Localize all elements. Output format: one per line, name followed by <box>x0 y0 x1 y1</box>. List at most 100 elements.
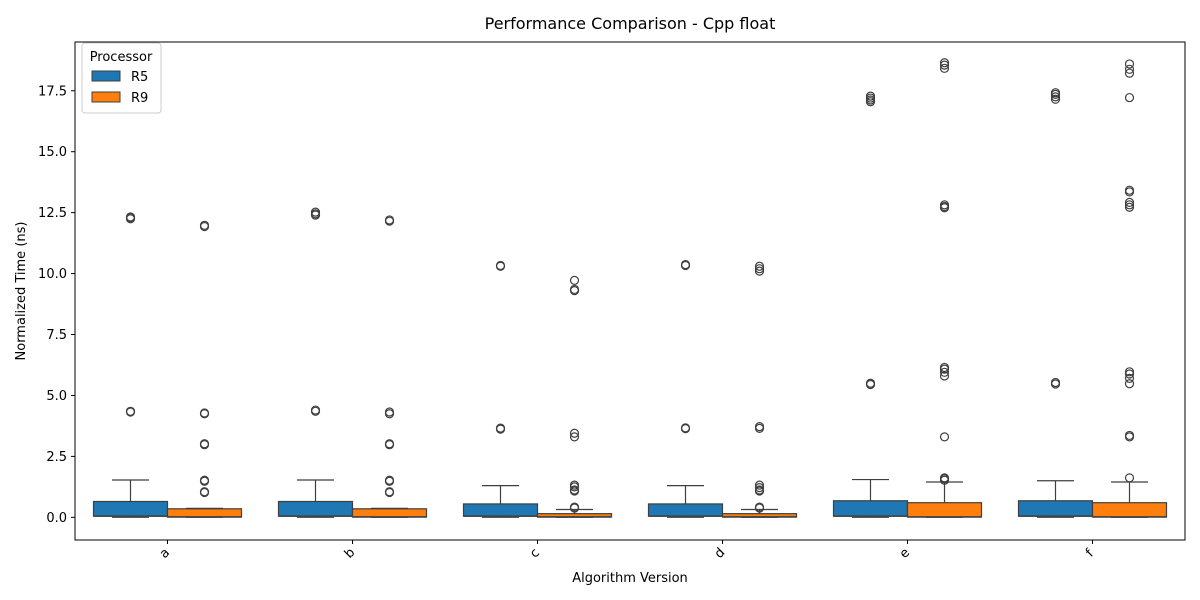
outlier-point <box>1050 94 1061 104</box>
box-r5-f <box>1017 88 1094 518</box>
outlier-point <box>199 220 210 230</box>
y-tick-label: 17.5 <box>38 84 67 99</box>
outlier-point <box>1124 379 1135 389</box>
outlier-point <box>939 432 950 442</box>
legend-swatch-r9 <box>91 91 121 103</box>
box-body <box>647 503 724 517</box>
outlier-point <box>199 487 210 497</box>
box-r9-b <box>351 215 428 518</box>
outlier-point <box>495 423 506 433</box>
box-r5-c <box>462 260 539 518</box>
outlier-point <box>1124 59 1135 69</box>
outlier-point <box>754 264 765 274</box>
outlier-point <box>1124 64 1135 74</box>
outlier-point <box>1124 202 1135 212</box>
box-r9-c <box>536 275 613 518</box>
outlier-point <box>754 482 765 493</box>
box-r9-e <box>906 58 983 518</box>
outlier-point <box>384 215 395 225</box>
outlier-point <box>310 207 321 217</box>
outlier-point <box>754 502 765 512</box>
outlier-point <box>680 423 691 433</box>
box-body <box>166 508 243 518</box>
outlier-point <box>569 428 580 438</box>
outlier-point <box>384 475 395 485</box>
outlier-point <box>1050 377 1061 388</box>
outlier-point <box>1124 430 1135 441</box>
outlier-point <box>1050 88 1061 98</box>
outlier-point <box>754 261 765 271</box>
box-body <box>832 500 909 517</box>
box-r9-f <box>1091 59 1168 518</box>
x-axis-label: Algorithm Version <box>572 571 688 586</box>
outlier-point <box>939 367 950 377</box>
outlier-point <box>754 422 765 432</box>
outlier-point <box>1124 197 1135 207</box>
box-body <box>1091 502 1168 518</box>
legend-label-r5: R5 <box>131 70 148 85</box>
y-tick-label: 0.0 <box>46 511 67 526</box>
y-tick-label: 15.0 <box>38 145 67 160</box>
plot-frame <box>74 41 1186 541</box>
outlier-point <box>199 439 210 449</box>
y-tick-label: 5.0 <box>46 389 67 404</box>
box-r5-d <box>647 259 724 518</box>
outlier-point <box>199 408 210 418</box>
outlier-point <box>680 259 691 270</box>
legend: Processor R5 R9 <box>81 42 162 114</box>
outlier-point <box>939 473 950 483</box>
outlier-point <box>939 63 950 73</box>
outlier-point <box>1124 92 1135 103</box>
outlier-point <box>125 406 136 416</box>
y-axis: 0.0 2.5 5.0 7.5 10.0 12.5 15.0 17.5 <box>38 84 75 526</box>
box-r5-e <box>832 91 909 518</box>
outlier-point <box>1124 200 1135 210</box>
legend-title: Processor <box>90 50 153 65</box>
outlier-point <box>384 487 395 497</box>
box-body <box>277 500 354 517</box>
y-tick-label: 12.5 <box>38 206 67 221</box>
legend-swatch-r5 <box>91 70 121 82</box>
chart-title: Performance Comparison - Cpp float <box>485 14 776 33</box>
box-body <box>1017 500 1094 517</box>
outlier-point <box>1124 473 1135 483</box>
outlier-point <box>754 485 765 495</box>
outlier-point <box>939 362 950 373</box>
outlier-point <box>569 502 580 512</box>
outlier-point <box>569 485 580 495</box>
outlier-point <box>1124 373 1135 383</box>
outlier-point <box>1124 68 1135 78</box>
box-body <box>462 503 539 517</box>
outlier-point <box>939 200 950 210</box>
outlier-point <box>754 480 765 490</box>
y-tick-label: 10.0 <box>38 267 67 282</box>
box-body <box>92 500 169 517</box>
outlier-point <box>569 480 580 490</box>
box-r5-a <box>92 212 169 518</box>
legend-label-r9: R9 <box>131 91 148 106</box>
outlier-point <box>569 432 580 442</box>
outlier-point <box>310 405 321 415</box>
box-r9-a <box>166 220 243 518</box>
y-tick-label: 2.5 <box>46 450 67 465</box>
outlier-point <box>384 439 395 449</box>
outlier-point <box>569 275 580 285</box>
plot-area <box>92 58 1168 518</box>
outlier-point <box>754 266 765 276</box>
outlier-point <box>384 407 395 417</box>
box-r5-b <box>277 207 354 518</box>
outlier-point <box>199 475 210 485</box>
outlier-point <box>939 58 950 68</box>
box-r9-d <box>721 261 798 518</box>
box-body <box>351 508 428 518</box>
y-axis-label: Normalized Time (ns) <box>14 222 29 361</box>
outlier-point <box>495 260 506 271</box>
outlier-point <box>1050 92 1061 102</box>
outlier-point <box>865 378 876 388</box>
outlier-point <box>865 91 876 101</box>
outlier-point <box>125 212 136 222</box>
outlier-point <box>1124 185 1135 195</box>
y-tick-label: 7.5 <box>46 328 67 343</box>
